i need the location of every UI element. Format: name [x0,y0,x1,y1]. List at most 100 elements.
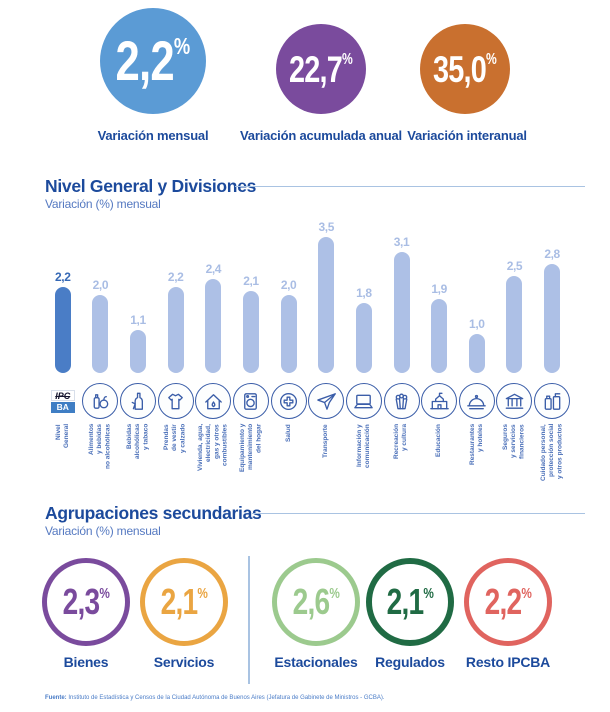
category-label: Cuidado personal, protección social y ot… [539,424,564,481]
bar-area: 1,8 [355,215,372,373]
chart-column-1: 2,2 IPC BA Nivel General [44,215,82,490]
summary-value-3: 35,0% [433,51,497,88]
bar-value-label: 2,2 [167,270,184,285]
category-label: Transporte [322,424,330,458]
bar [393,252,410,373]
group-label-5: Resto IPCBA [465,654,551,670]
communication-icon [345,383,382,419]
divisions-title-rule [235,186,585,187]
groups-divider-line [248,556,250,684]
housing-icon [195,383,232,419]
bar [355,302,372,373]
bar-value-label: 2,5 [506,258,523,273]
group-label-1: Bienes [63,654,109,670]
percent-sign: % [197,584,208,602]
chart-column-3: 1,1 Bebidas alcohólicas y tabaco [119,215,157,490]
education-icon [421,383,458,419]
summary-label-2: Variación acumulada anual [240,128,402,143]
summary-value-3-value: 35,0 [433,48,487,90]
chart-column-9: 1,8 Información y comunicación [345,215,383,490]
bar-value-label: 2,1 [243,274,259,289]
bar-value-label: 3,1 [393,235,410,250]
bar-area: 1,9 [431,215,447,373]
transport-icon [308,383,345,419]
category-label: Recreación y cultura [393,424,409,460]
group-value-5: 2,2% [484,584,531,620]
ba-logo-text: BA [50,401,75,413]
group-value-3: 2,6% [292,584,339,620]
group-circle-servicios: 2,1% [140,558,228,646]
group-label-3: Estacionales [274,654,358,670]
chart-column-7: 2,0 Salud [270,215,308,490]
category-label: Vivienda, agua, electricidad, gas y otro… [197,424,229,472]
group-label-2: Servicios [153,654,215,670]
group-circle-bienes: 2,3% [42,558,130,646]
alcohol-icon [120,383,157,419]
bar-area: 1,0 [468,215,485,373]
category-label: Información y comunicación [355,424,371,468]
group-circle-regulados: 2,1% [366,558,454,646]
chart-column-4: 2,2 Prendas de vestir y calzado [157,215,195,490]
bar-value-label: 1,0 [469,317,485,331]
bar-area: 2,8 [544,215,560,373]
bar-area: 2,2 [54,215,71,373]
summary-value-2: 22,7% [289,51,353,88]
percent-sign: % [423,584,434,602]
category-label: Educación [435,424,443,457]
chart-column-10: 3,1 Recreación y cultura [383,215,421,490]
bar-value-label: 1,8 [356,285,372,300]
bar-area: 2,0 [92,215,109,373]
percent-sign: % [329,584,340,602]
group-value-1: 2,3% [62,584,109,620]
chart-column-12: 1,0 Restaurantes y hoteles [458,215,496,490]
recreation-icon [383,383,420,419]
source-footer: Fuente: Instituto de Estadística y Censo… [45,695,385,701]
chart-column-2: 2,0 Alimentos y bebidas no alcohólicas [82,215,120,490]
secondary-title-rule [252,513,585,514]
bar-area: 1,1 [130,215,146,373]
divisions-bar-chart: 2,2 IPC BA Nivel General 2,0 Alimentos y bebi… [44,215,571,490]
group-label-4: Regulados [375,654,445,670]
bar [431,298,448,373]
category-label: Seguros y servicios financieros [502,424,526,459]
category-label: Nivel General [54,424,70,449]
group-value-5-value: 2,2 [484,581,522,622]
insurance-icon [496,383,533,419]
bar-value-label: 1,1 [130,313,146,328]
bar [167,287,184,373]
bar-value-label: 1,9 [431,281,447,296]
group-value-4-value: 2,1 [386,581,424,622]
restaurants-icon [458,383,495,419]
chart-column-11: 1,9 Educación [420,215,458,490]
bar-area: 2,2 [167,215,184,373]
source-label: Fuente: [45,695,67,701]
bar-area: 2,4 [205,215,221,373]
category-label: Salud [284,424,292,442]
summary-circle-2: 22,7% [276,24,366,114]
bar-area: 2,1 [242,215,259,373]
bar [130,330,147,373]
summary-value-1-value: 2,2 [115,29,175,92]
bar-area: 3,5 [318,215,334,373]
ipcba-logo: IPC BA [50,389,75,413]
category-label: Prendas de vestir y calzado [163,424,187,454]
source-text: Instituto de Estadística y Censos de la … [66,695,385,701]
summary-value-1: 2,2% [116,33,191,89]
bar-value-label: 2,4 [205,262,222,277]
divisions-section-title: Nivel General y Divisiones [45,176,257,196]
group-circle-resto-ipcba: 2,2% [464,558,552,646]
equipment-icon [232,383,269,419]
clothing-icon [157,383,194,419]
ipcba-logo-icon: IPC BA [45,383,81,419]
bar [318,236,335,373]
summary-label-3: Variación interanual [407,128,527,143]
group-value-3-value: 2,6 [292,581,330,622]
category-label: Restaurantes y hoteles [468,424,484,466]
summary-value-2-value: 22,7 [289,48,343,90]
bar-value-label: 2,8 [544,246,560,261]
group-value-2-value: 2,1 [160,581,198,622]
ipc-logo-text: IPC [50,389,75,401]
bar-area: 2,0 [280,215,297,373]
category-label: Bebidas alcohólicas y tabaco [125,424,150,460]
